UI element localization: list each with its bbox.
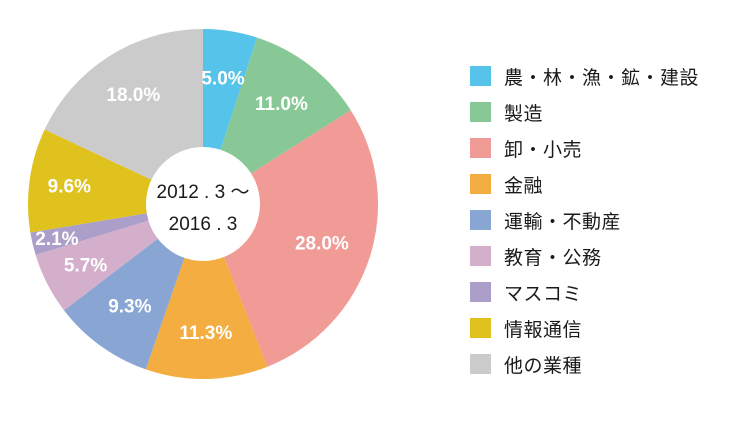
legend-item: 卸・小売 xyxy=(470,130,699,166)
legend-item: 他の業種 xyxy=(470,346,699,382)
legend-label: 運輸・不動産 xyxy=(504,210,622,233)
legend-label: 情報通信 xyxy=(504,318,583,341)
legend-item: 金融 xyxy=(470,166,699,202)
legend-label: 他の業種 xyxy=(504,354,583,377)
legend-label: 農・林・漁・鉱・建設 xyxy=(504,66,700,89)
legend-label: 教育・公務 xyxy=(504,246,602,269)
legend-swatch xyxy=(470,174,491,194)
legend-item: 情報通信 xyxy=(470,310,699,346)
slice-value-label: 2.1% xyxy=(35,229,78,250)
chart-legend: 農・林・漁・鉱・建設 製造 卸・小売 金融 運輸・不動産 教育・公務 マスコミ … xyxy=(470,58,699,382)
chart-slice xyxy=(44,29,203,204)
slice-value-label: 18.0% xyxy=(106,85,160,106)
chart-slice xyxy=(203,110,378,367)
legend-item: 運輸・不動産 xyxy=(470,202,699,238)
legend-label: 金融 xyxy=(504,174,544,197)
legend-swatch xyxy=(470,246,491,266)
slice-value-label: 9.3% xyxy=(108,296,151,317)
center-label-line2: 2016 . 3 xyxy=(169,214,238,235)
donut-hole xyxy=(146,147,260,261)
legend-swatch xyxy=(470,102,491,122)
legend-item: 教育・公務 xyxy=(470,238,699,274)
legend-swatch xyxy=(470,210,491,230)
center-label-line1: 2012 . 3 ～ xyxy=(157,182,250,203)
chart-value-labels: 5.0% 11.0% 28.0% 11.3% 9.3%5.7% 2.1% 9.6% 18.0% xyxy=(35,69,349,344)
legend-label: マスコミ xyxy=(504,282,583,305)
legend-label: 卸・小売 xyxy=(504,138,583,161)
legend-swatch xyxy=(470,66,491,86)
chart-slice xyxy=(145,204,268,379)
slice-value-label: 11.3% xyxy=(179,323,232,344)
legend-item: 農・林・漁・鉱・建設 xyxy=(470,58,699,94)
slice-value-label: 5.7% xyxy=(64,255,107,276)
slice-value-label: 28.0% xyxy=(295,234,349,255)
slice-value-label: 5.0% xyxy=(201,69,244,90)
slice-value-label: 9.6% xyxy=(48,176,91,197)
legend-swatch xyxy=(470,282,491,302)
legend-item: マスコミ xyxy=(470,274,699,310)
legend-swatch xyxy=(470,138,491,158)
legend-item: 製造 xyxy=(470,94,699,130)
slice-value-label: 11.0% xyxy=(255,94,308,115)
legend-swatch xyxy=(470,354,491,374)
legend-swatch xyxy=(470,318,491,338)
legend-label: 製造 xyxy=(504,102,544,125)
